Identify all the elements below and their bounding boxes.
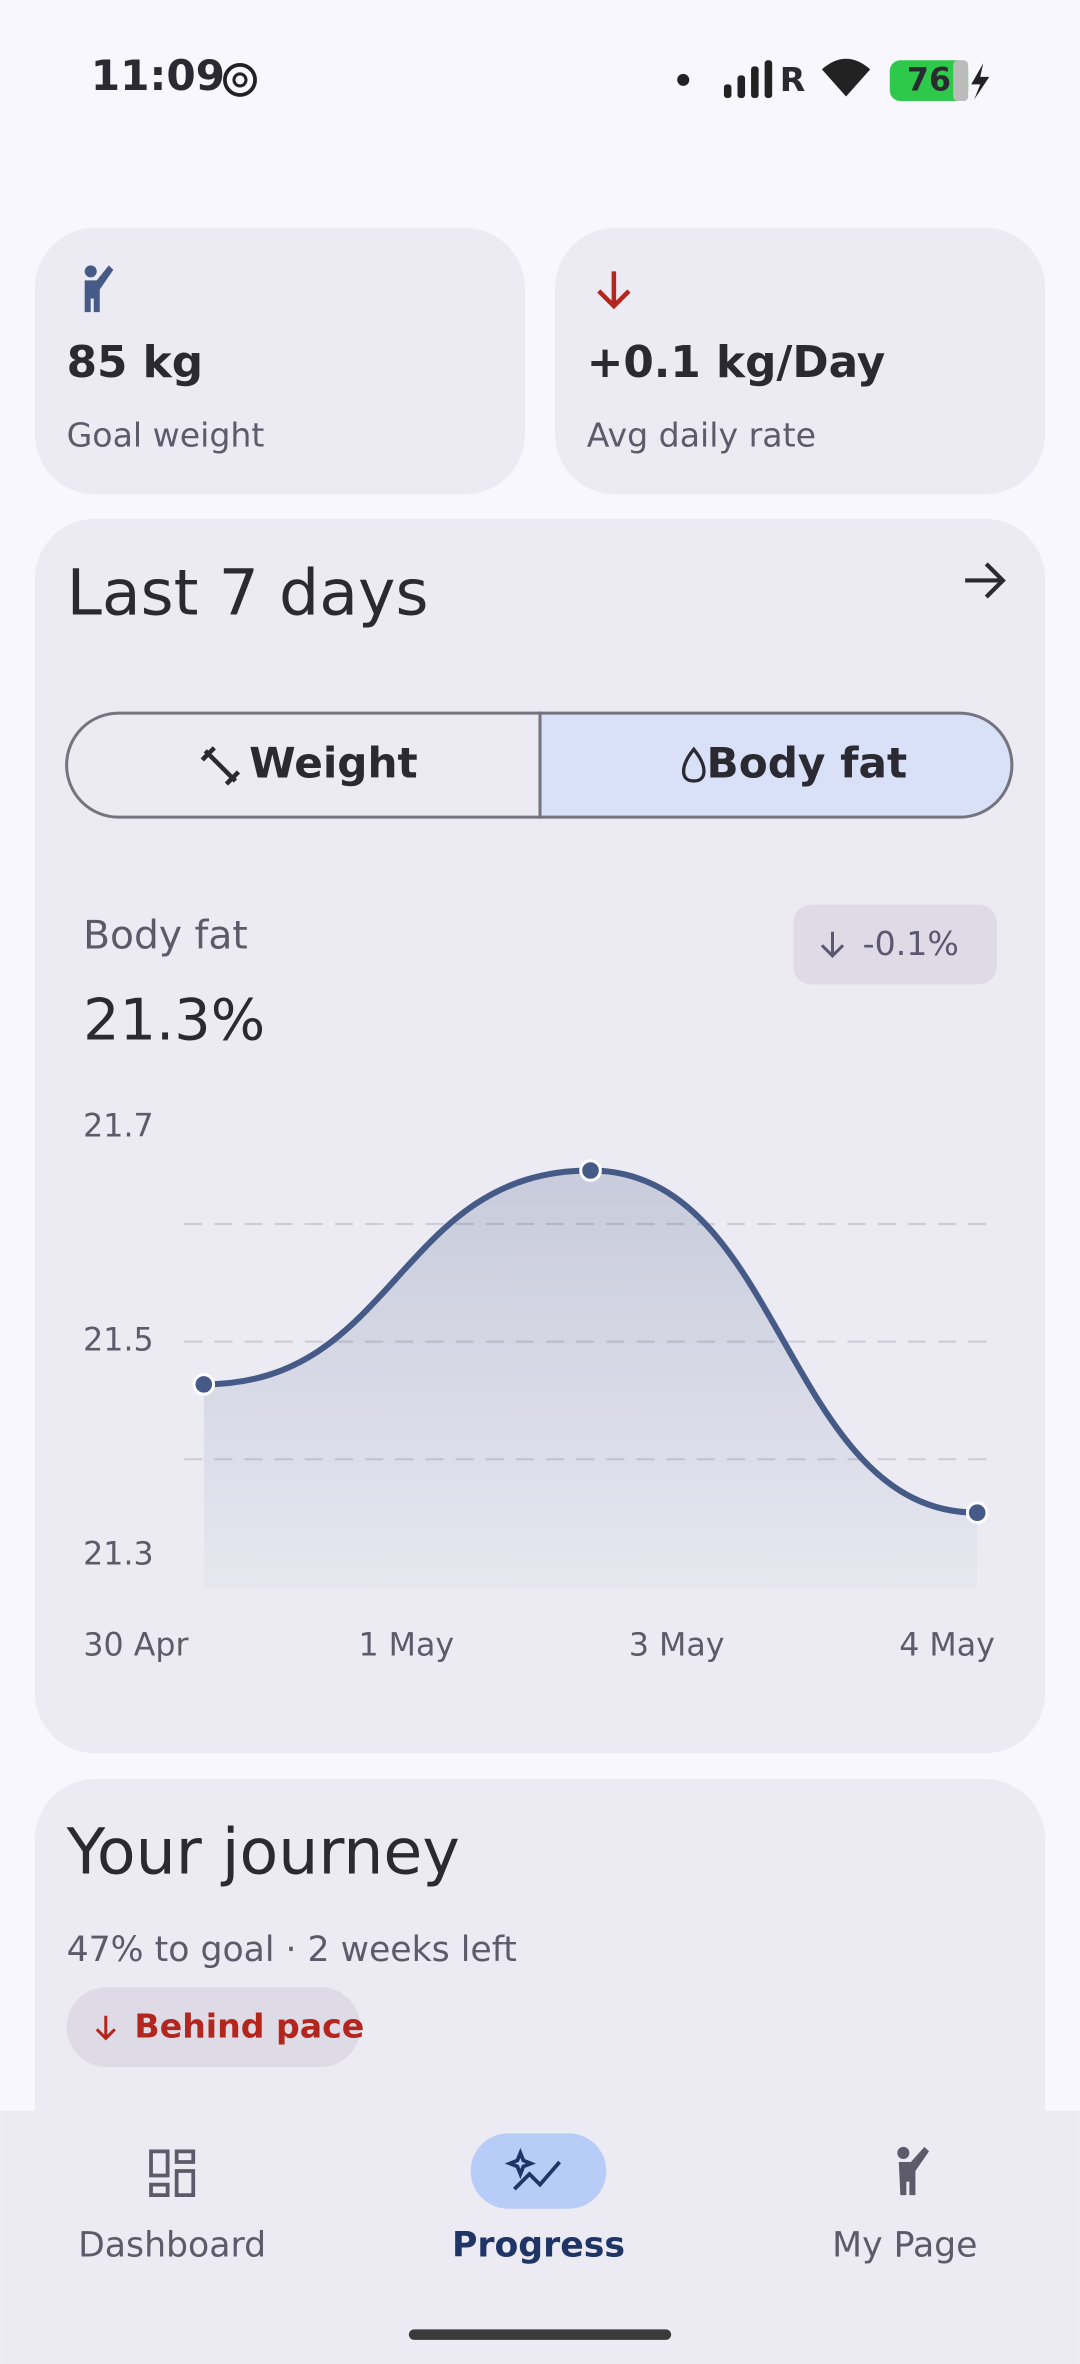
tab-label: Body fat (707, 738, 908, 787)
y-tick-label: 21.3 (83, 1536, 154, 1572)
nav-label[interactable]: My Page (832, 2225, 977, 2265)
point (192, 1373, 216, 1396)
line-chart: 21.3 21.5 21.7 30 Apr 1 May 3 May 4 May (83, 1109, 999, 1663)
down-arrow-icon (820, 931, 845, 958)
current-value: 21.3% (83, 986, 265, 1053)
wifi-icon (821, 58, 871, 97)
open-button[interactable] (965, 562, 1006, 599)
status-icon (223, 62, 257, 97)
tab[interactable] (538, 711, 1014, 819)
change-badge (793, 904, 997, 985)
nav-label[interactable]: Dashboard (78, 2225, 266, 2265)
roaming: R (780, 60, 806, 99)
x-tick-label: 3 May (629, 1627, 725, 1663)
battery (889, 60, 969, 102)
signal-icon (723, 60, 773, 98)
change-value: -0.1% (863, 924, 959, 963)
person-icon (84, 265, 114, 313)
status-dot (677, 73, 690, 86)
status-icon (232, 72, 248, 88)
stat-card (555, 227, 1046, 495)
stat-label: Avg daily rate (587, 416, 816, 455)
journey-summary: 47% to goal · 2 weeks left (67, 1930, 517, 1970)
point (965, 1501, 989, 1525)
nav-icon (504, 2147, 562, 2191)
x-tick-label: 4 May (899, 1627, 995, 1663)
x-tick-label: 1 May (358, 1627, 454, 1663)
stat-card (34, 227, 525, 495)
battery-empty (953, 60, 969, 102)
tab-label: Weight (249, 738, 418, 787)
tab[interactable] (65, 711, 542, 819)
tab-icon (200, 746, 241, 786)
status-time: 11:09 (91, 51, 225, 100)
nav-icon (897, 2146, 910, 2159)
battery-level: 76 (907, 62, 951, 98)
stat-label: Goal weight (67, 416, 265, 455)
nav-icon (149, 2149, 196, 2198)
tab-toggle: Weight Body fat (65, 711, 1014, 819)
down-arrow-icon (95, 2015, 116, 2041)
nav-active-pill (470, 2133, 607, 2209)
x-tick-label: 30 Apr (83, 1627, 189, 1663)
y-tick-label: 21.7 (83, 1109, 154, 1145)
nav-icon (898, 2146, 929, 2196)
charging-icon (971, 63, 990, 100)
nav-label[interactable]: Progress (452, 2225, 625, 2265)
nav-items: Dashboard Progress My Page (78, 2133, 978, 2265)
journey-title: Your journey (66, 1814, 460, 1888)
area (203, 1170, 978, 1588)
tab-icon (681, 746, 706, 783)
chart-title: Body fat (83, 913, 248, 958)
stat-value: +0.1 kg/Day (587, 337, 886, 388)
status-chip (66, 1987, 361, 2067)
stat-value: 85 kg (67, 337, 203, 388)
status-text: Behind pace (134, 2006, 364, 2045)
y-tick-label: 21.5 (83, 1323, 154, 1359)
card-title: Last 7 days (67, 556, 429, 630)
point (579, 1159, 602, 1182)
home-indicator (408, 2329, 672, 2340)
down-arrow-icon (597, 271, 631, 310)
